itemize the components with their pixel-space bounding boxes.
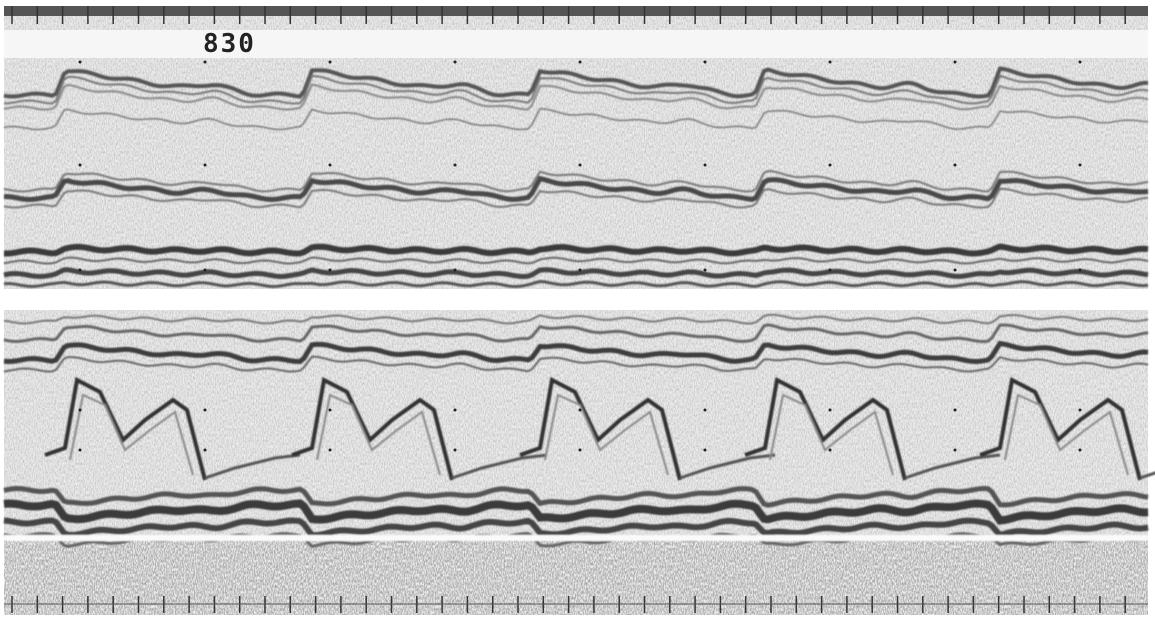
depth-dot: [1079, 164, 1082, 167]
depth-dot: [704, 269, 707, 272]
depth-dot: [829, 269, 832, 272]
depth-dot: [79, 449, 82, 452]
depth-dot: [579, 164, 582, 167]
depth-dot: [329, 269, 332, 272]
depth-dot: [454, 164, 457, 167]
depth-dot: [204, 269, 207, 272]
depth-dot: [204, 164, 207, 167]
depth-dot: [454, 269, 457, 272]
depth-dot: [1079, 409, 1082, 412]
depth-dot: [79, 269, 82, 272]
page: 830 (() => { const data = JSON.parse(doc…: [0, 0, 1155, 625]
depth-dot: [829, 61, 832, 64]
depth-dot: [454, 61, 457, 64]
depth-dot: [329, 449, 332, 452]
depth-dot: [954, 164, 957, 167]
frame-label: 830: [203, 29, 256, 59]
depth-dot: [1079, 269, 1082, 272]
depth-dot: [329, 164, 332, 167]
depth-dot: [329, 61, 332, 64]
depth-dot: [579, 61, 582, 64]
depth-dot: [454, 409, 457, 412]
depth-dot: [454, 449, 457, 452]
depth-dot: [79, 61, 82, 64]
depth-dot: [204, 409, 207, 412]
depth-dot: [704, 164, 707, 167]
depth-dot: [79, 409, 82, 412]
echo-free-space: [4, 535, 1148, 541]
depth-dot: [329, 409, 332, 412]
depth-dot: [1079, 449, 1082, 452]
depth-dot: [704, 409, 707, 412]
depth-dot: [704, 449, 707, 452]
top-clear-band: [4, 30, 1148, 58]
top-border: [4, 6, 1148, 16]
depth-dot: [954, 269, 957, 272]
depth-dot: [579, 449, 582, 452]
depth-dot: [829, 164, 832, 167]
depth-dot: [954, 449, 957, 452]
depth-dot: [1079, 61, 1082, 64]
depth-dot: [204, 61, 207, 64]
depth-dot: [954, 61, 957, 64]
depth-dot: [829, 409, 832, 412]
depth-dot: [204, 449, 207, 452]
depth-dot: [954, 409, 957, 412]
depth-dot: [829, 449, 832, 452]
depth-dot: [579, 409, 582, 412]
depth-dot: [579, 269, 582, 272]
m-mode-scan: 830: [0, 0, 1155, 625]
depth-dot: [79, 164, 82, 167]
depth-dot: [704, 61, 707, 64]
